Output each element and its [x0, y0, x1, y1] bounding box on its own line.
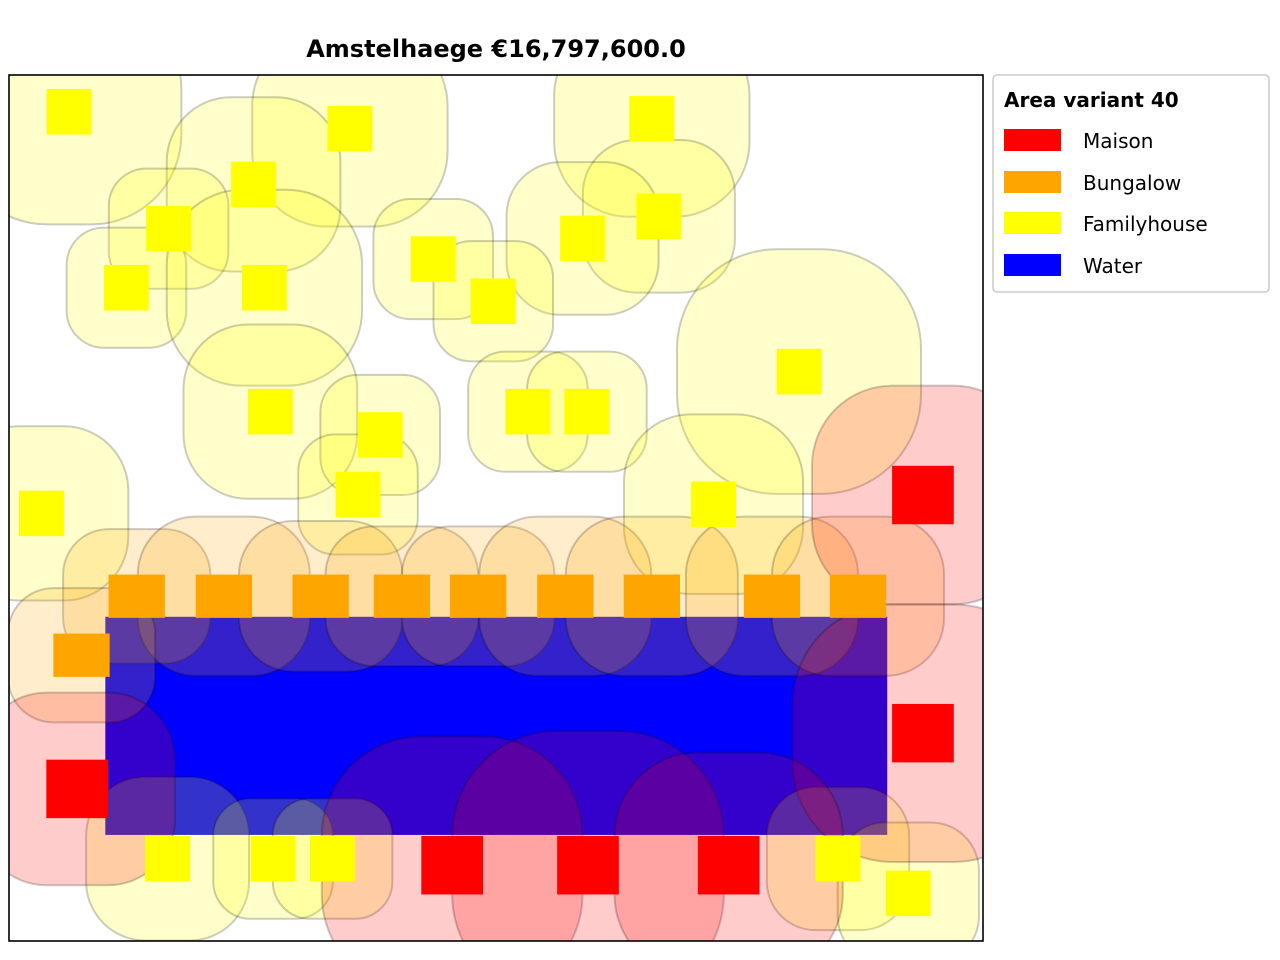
legend-swatch-water	[1004, 254, 1061, 276]
legend-swatch-familyhouse	[1004, 212, 1061, 234]
familyhouse-house	[629, 96, 675, 142]
legend-swatch-bungalow	[1004, 171, 1061, 193]
familyhouse-house	[470, 278, 516, 324]
familyhouse-house	[410, 236, 456, 282]
water-layer	[105, 616, 888, 835]
bungalow-house	[450, 574, 507, 618]
bungalow-house	[537, 574, 594, 618]
familyhouse-house	[231, 161, 277, 208]
maison-house	[892, 465, 954, 525]
familyhouse-house	[560, 215, 606, 262]
maison-house	[46, 759, 109, 819]
familyhouse-house	[103, 264, 149, 311]
familyhouse-house	[247, 388, 293, 435]
familyhouse-house	[46, 89, 92, 135]
familyhouse-house	[145, 835, 191, 882]
familyhouse-house	[505, 388, 551, 435]
legend-label-bungalow: Bungalow	[1083, 171, 1181, 195]
house-layer	[19, 89, 954, 917]
bungalow-house	[829, 574, 887, 618]
familyhouse-house	[885, 870, 931, 917]
familyhouse-house	[19, 490, 64, 537]
legend-swatch-maison	[1004, 129, 1061, 151]
familyhouse-clearance-zone	[9, 425, 130, 602]
maison-house	[892, 703, 954, 763]
bungalow-house	[195, 574, 252, 618]
plot-area	[9, 75, 983, 941]
familyhouse-house	[564, 388, 610, 435]
familyhouse-house	[327, 105, 373, 152]
familyhouse-house	[357, 412, 403, 458]
familyhouse-house	[146, 205, 192, 252]
chart-title: Amstelhaege €16,797,600.0	[306, 35, 686, 63]
legend-frame	[992, 74, 1270, 293]
familyhouse-house	[815, 835, 861, 882]
legend: Area variant 40 Maison Bungalow Familyho…	[992, 74, 1270, 293]
bungalow-house	[108, 574, 165, 618]
maison-house	[421, 835, 484, 895]
bungalow-house	[53, 633, 110, 677]
plot-frame	[8, 74, 984, 942]
legend-label-maison: Maison	[1083, 129, 1153, 153]
familyhouse-house	[241, 264, 287, 311]
bungalow-house	[743, 574, 801, 618]
familyhouse-house	[250, 835, 296, 882]
maison-house	[697, 835, 760, 895]
bungalow-house	[292, 574, 349, 618]
maison-house	[557, 835, 619, 895]
legend-label-water: Water	[1083, 254, 1143, 278]
maison-clearance-zone	[791, 603, 983, 863]
familyhouse-house	[691, 481, 736, 527]
familyhouse-house	[776, 348, 822, 395]
legend-label-familyhouse: Familyhouse	[1083, 212, 1208, 236]
familyhouse-house	[310, 835, 356, 882]
bungalow-house	[623, 574, 680, 618]
bungalow-house	[373, 574, 430, 618]
water-area	[105, 616, 888, 835]
familyhouse-house	[636, 193, 682, 239]
legend-title: Area variant 40	[1004, 88, 1179, 112]
familyhouse-house	[335, 471, 381, 518]
